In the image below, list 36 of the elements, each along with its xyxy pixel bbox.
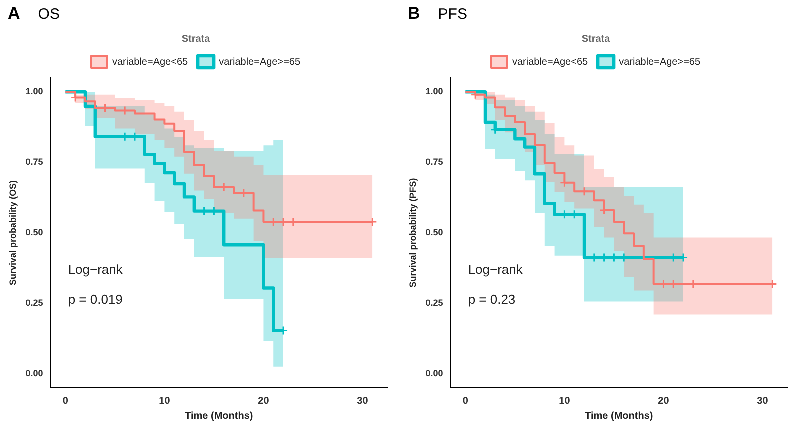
y-tick-label: 0.00 — [426, 368, 444, 378]
y-tick-label: 0.25 — [26, 298, 44, 308]
x-tick-label: 20 — [258, 396, 270, 407]
legend-label: variable=Age>=65 — [619, 56, 701, 68]
x-tick-label: 30 — [357, 396, 369, 407]
chart-subtitle: PFS — [438, 6, 468, 23]
y-tick-label: 0.25 — [426, 298, 444, 308]
y-tick-label: 0.75 — [26, 157, 44, 168]
legend-label: variable=Age<65 — [112, 56, 189, 68]
x-tick-label: 10 — [559, 396, 571, 407]
y-tick-label: 1.00 — [426, 86, 444, 97]
y-axis-title: Survival probability (OS) — [8, 180, 18, 286]
legend-label: variable=Age>=65 — [219, 56, 301, 68]
legend-title: Strata — [582, 34, 611, 45]
x-tick-label: 30 — [757, 396, 769, 407]
annotation: p = 0.019 — [68, 292, 123, 307]
x-tick-label: 10 — [159, 396, 171, 407]
x-axis-title: Time (Months) — [585, 410, 654, 422]
x-tick-label: 20 — [658, 396, 670, 407]
y-axis-title: Survival probability (PFS) — [408, 178, 418, 288]
x-tick-label: 0 — [62, 396, 69, 407]
legend-title: Strata — [182, 34, 211, 45]
x-axis-title: Time (Months) — [185, 410, 254, 422]
chart-title: A — [8, 4, 20, 23]
y-tick-label: 0.50 — [26, 227, 44, 238]
annotation: p = 0.23 — [468, 292, 516, 307]
y-tick-label: 0.50 — [426, 227, 444, 238]
legend-label: variable=Age<65 — [512, 56, 589, 68]
x-tick-label: 0 — [462, 396, 469, 407]
chart-title: B — [408, 4, 420, 23]
annotation: Log−rank — [468, 262, 524, 277]
annotation: Log−rank — [68, 262, 124, 277]
y-tick-label: 0.75 — [426, 157, 444, 168]
chart-subtitle: OS — [38, 6, 60, 23]
y-tick-label: 1.00 — [26, 86, 44, 97]
y-tick-label: 0.00 — [26, 368, 44, 378]
